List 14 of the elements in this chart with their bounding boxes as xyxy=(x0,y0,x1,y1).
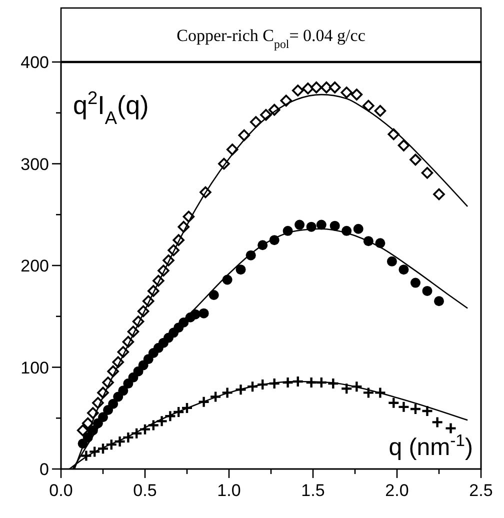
y-axis-title: q$^{2}$I$_{A}$(q) xyxy=(73,88,149,128)
x-tick-label: 1.5 xyxy=(301,481,325,500)
y-tick-label: 300 xyxy=(20,154,49,174)
x-tick-label: 2.0 xyxy=(385,481,409,500)
y-tick-label: 0 xyxy=(40,460,49,479)
x-tick-label: 0.0 xyxy=(49,481,73,500)
chart-title: Copper-rich C$_{pol}$= 0.04 g/cc xyxy=(176,26,366,51)
y-tick-label: 400 xyxy=(20,53,49,72)
y-tick-label: 100 xyxy=(20,358,49,378)
x-tick-label: 1.0 xyxy=(217,481,241,500)
x-axis-title: q (nm$^{-1}$) xyxy=(388,430,473,461)
y-tick-label: 200 xyxy=(20,256,49,276)
x-tick-label: 0.5 xyxy=(133,481,157,500)
x-tick-label: 2.5 xyxy=(469,481,493,500)
